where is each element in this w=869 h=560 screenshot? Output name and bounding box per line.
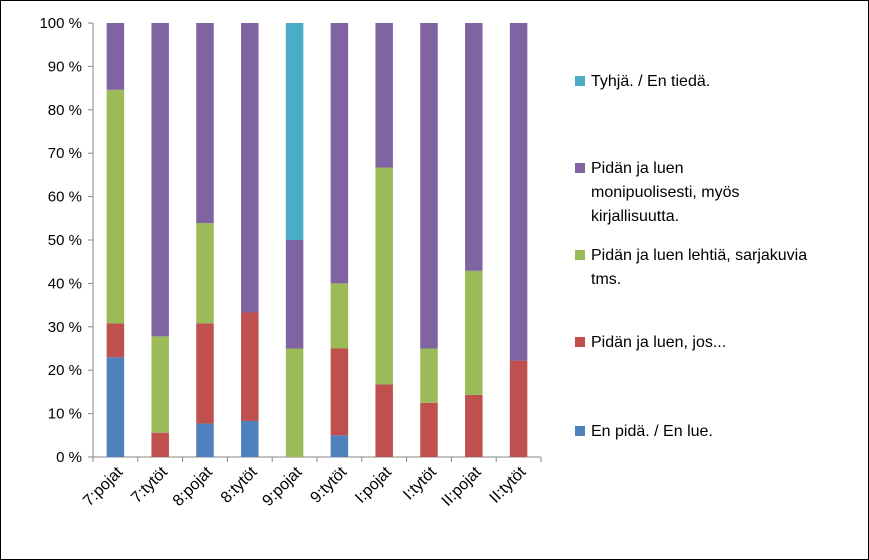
bar-segment [465,23,483,271]
bars [106,23,528,457]
bar-segment [465,394,483,457]
bar-segment [196,423,214,457]
x-tick-label: 8:pojat [170,463,216,509]
y-tick-label: 0 % [56,449,82,466]
bar-segment [375,167,393,385]
x-tick-label: I:pojat [352,463,395,506]
y-tick-label: 20 % [48,362,82,379]
legend-label: Pidän ja luen, jos... [591,334,726,351]
bar-segment [285,23,304,240]
bar-segment [151,23,169,337]
bar-segment [375,23,393,168]
legend-label: En pidä. / En lue. [591,423,713,440]
bar-segment [375,384,393,457]
bar-segment [196,223,214,324]
legend-label: Tyhjä. / En tiedä. [591,73,710,90]
x-tick-label: 8:tytöt [218,463,261,506]
y-tick-label: 80 % [48,102,82,119]
x-tick-label: I:tytöt [400,463,440,503]
legend-label: Pidän ja luen lehtiä, sarjakuvia tms. [591,247,807,288]
bar-segment [509,360,528,457]
x-tick-label: 9:tytöt [307,463,350,506]
y-tick-label: 30 % [48,319,82,336]
bar-segment [330,23,349,284]
bar-segment [196,323,214,424]
legend-item: Pidän ja luen, jos... [575,334,726,351]
x-tick-label: II:pojat [439,463,485,509]
bar-segment [241,420,259,457]
bar-segment [151,336,169,433]
bar-segment [330,348,349,436]
bar-segment [106,357,125,457]
legend-label: Pidän ja luen monipuolisesti, myös kirjall… [591,160,740,225]
bar-segment [330,283,349,349]
bar-segment [420,23,438,349]
bar-segment [285,240,304,349]
bar-segment [196,23,214,224]
y-tick-label: 10 % [48,406,82,423]
x-tick-label: II:tytöt [487,463,530,506]
bar-segment [509,23,528,361]
bar-segment [285,348,304,457]
y-tick-label: 40 % [48,275,82,292]
legend-swatch [575,250,585,260]
legend-item: Tyhjä. / En tiedä. [575,73,710,90]
legend-swatch [575,426,585,436]
legend-item: En pidä. / En lue. [575,423,713,440]
legend-swatch [575,163,585,173]
x-tick-label: 9:pojat [259,463,305,509]
x-tick-label: 7:pojat [80,463,126,509]
y-tick-label: 90 % [48,58,82,75]
y-tick-label: 50 % [48,232,82,249]
legend-swatch [575,76,585,86]
bar-segment [420,348,438,403]
legend: Tyhjä. / En tiedä. Pidän ja luen monipuoli… [575,73,807,440]
legend-item: Pidän ja luen monipuolisesti, myös kirjall… [575,160,740,225]
y-tick-label: 100 % [39,15,82,32]
bar-segment [106,23,125,90]
bar-segment [106,89,125,324]
bar-segment [420,402,438,457]
bar-segment [465,270,483,395]
y-tick-label: 60 % [48,189,82,206]
bar-segment [330,435,349,457]
bar-segment [241,312,259,421]
bar-segment [106,323,125,358]
bar-segment [241,23,259,313]
bar-segment [151,432,169,457]
legend-item: Pidän ja luen lehtiä, sarjakuvia tms. [575,247,807,288]
x-tick-label: 7:tytöt [128,463,171,506]
legend-swatch [575,337,585,347]
y-tick-label: 70 % [48,145,82,162]
